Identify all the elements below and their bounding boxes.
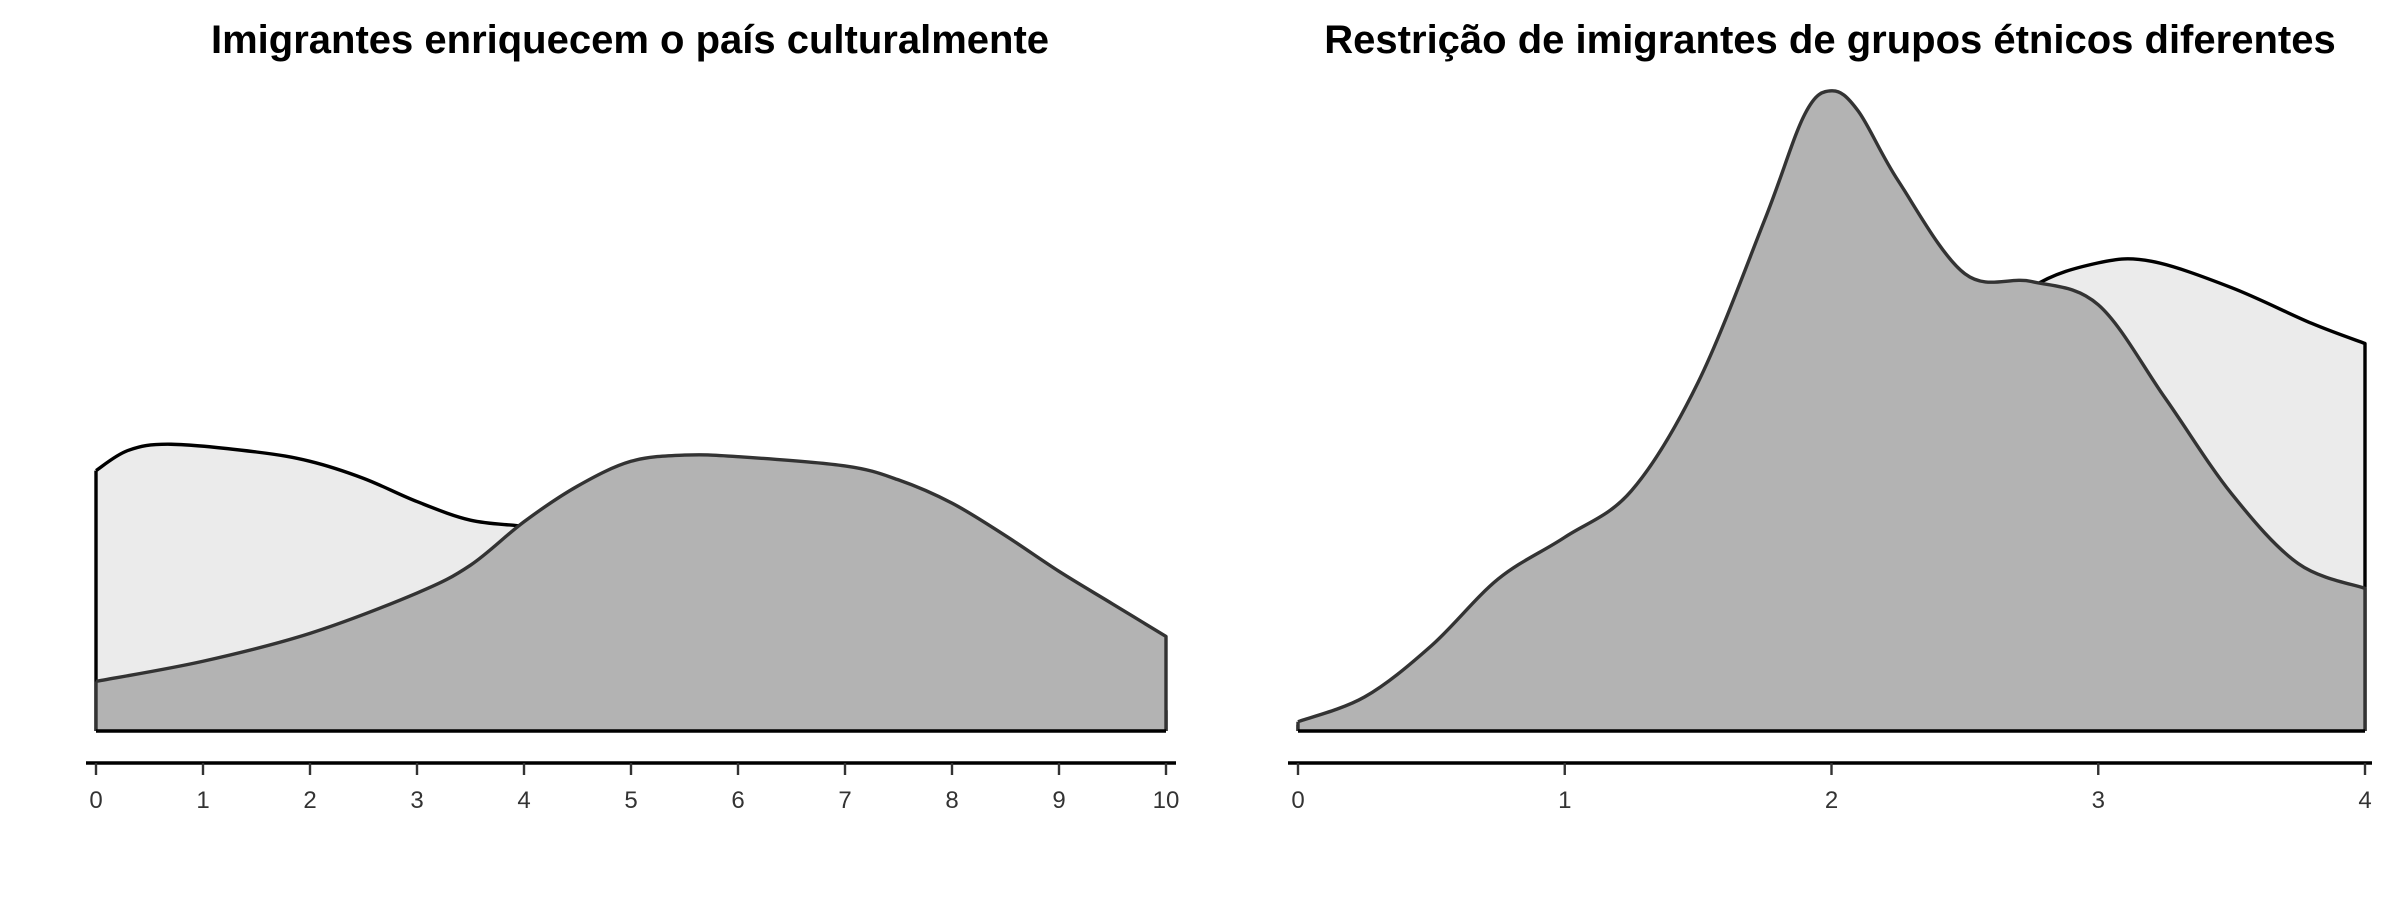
x-tick-label-2: 2 xyxy=(303,787,316,814)
x-tick-label-0: 0 xyxy=(1291,787,1304,814)
x-tick-label-8: 8 xyxy=(945,787,958,814)
chart-title: Restrição de imigrantes de grupos étnico… xyxy=(1324,18,2335,62)
density-area-2 xyxy=(96,454,1166,731)
x-tick-label-10: 10 xyxy=(1153,787,1180,814)
chart-panel-restricao-imigrantes: Restrição de imigrantes de grupos étnico… xyxy=(1288,18,2372,814)
x-tick-label-1: 1 xyxy=(1558,787,1571,814)
x-tick-label-3: 3 xyxy=(410,787,423,814)
x-tick-label-5: 5 xyxy=(624,787,637,814)
x-tick-label-4: 4 xyxy=(2358,787,2371,814)
density-curve-2 xyxy=(94,453,1168,731)
x-tick-label-4: 4 xyxy=(517,787,530,814)
chart-title: Imigrantes enriquecem o país culturalmen… xyxy=(211,18,1049,62)
x-tick-label-9: 9 xyxy=(1052,787,1065,814)
x-tick-label-7: 7 xyxy=(838,787,851,814)
x-tick-label-2: 2 xyxy=(1825,787,1838,814)
x-tick-label-0: 0 xyxy=(89,787,102,814)
chart-panel-imigrantes-enriquecem: Imigrantes enriquecem o país culturalmen… xyxy=(86,18,1179,814)
x-tick-label-3: 3 xyxy=(2092,787,2105,814)
density-area-2 xyxy=(1298,90,2365,731)
x-tick-label-6: 6 xyxy=(731,787,744,814)
x-tick-label-1: 1 xyxy=(196,787,209,814)
